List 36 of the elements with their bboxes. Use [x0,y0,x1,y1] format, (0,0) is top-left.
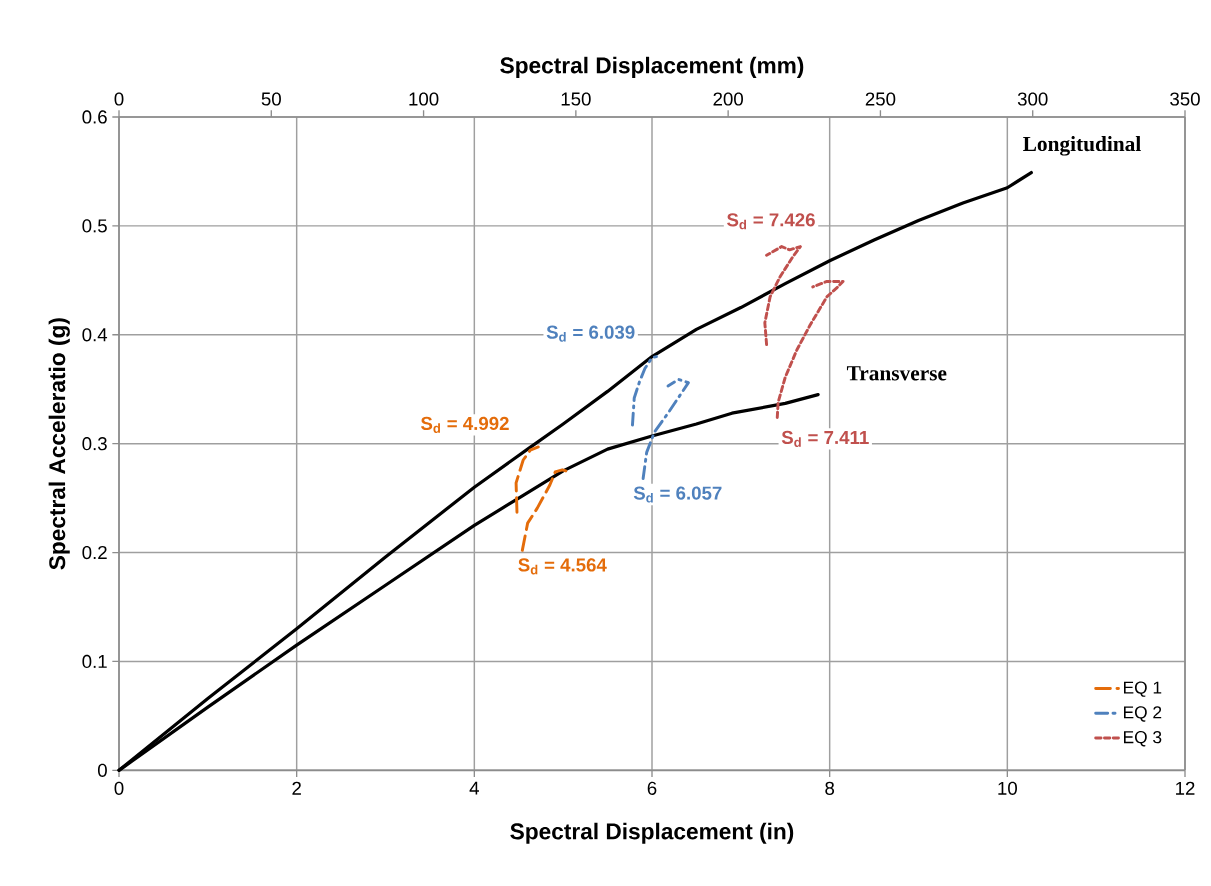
x-tick-label: 6 [647,781,657,795]
x2-tick-label: 250 [865,92,896,106]
x-tick-label: 4 [469,781,479,795]
annotation: S$_{d}$ = 4.564 [518,558,607,575]
series-label: Transverse [846,366,947,381]
x-tick-label: 0 [114,781,124,795]
y-axis-title: Spectral Acceleratio (g) [48,318,70,570]
x2-tick-label: 0 [114,92,124,106]
x2-axis-title: Spectral Displacement (mm) [500,56,804,78]
y-tick-label: 0.5 [82,219,107,233]
x-axis-title: Spectral Displacement (in) [510,822,794,844]
y-tick-label: 0.1 [82,654,107,668]
annotation: S$_{d}$ = 6.039 [546,325,635,342]
x2-tick-label: 150 [561,92,591,106]
annotation: S$_{d}$ = 7.411 [781,430,869,447]
x2-tick-label: 350 [1170,92,1200,106]
annotation: S$_{d}$ = 6.057 [633,486,722,503]
legend-label: EQ 1 [1124,681,1162,697]
annotation: S$_{d}$ = 7.426 [727,213,815,230]
x2-tick-label: 200 [713,92,743,106]
series-label: Longitudinal [1023,135,1141,156]
legend-label: EQ 3 [1124,730,1162,747]
legend-label: EQ 2 [1124,706,1162,722]
y-tick-label: 0 [97,763,107,777]
x-tick-label: 10 [998,781,1017,795]
annotation: S$_{d}$ = 4.992 [420,416,509,433]
y-tick-label: 0.6 [82,110,107,124]
x2-tick-label: 300 [1017,92,1048,106]
x-tick-label: 12 [1176,781,1195,795]
x-tick-label: 2 [292,781,301,795]
x2-tick-label: 100 [409,92,439,106]
y-tick-label: 0.4 [82,327,108,342]
x-tick-label: 8 [825,781,835,795]
y-tick-label: 0.3 [82,436,107,451]
y-tick-label: 0.2 [82,545,107,560]
x2-tick-label: 50 [261,92,281,106]
